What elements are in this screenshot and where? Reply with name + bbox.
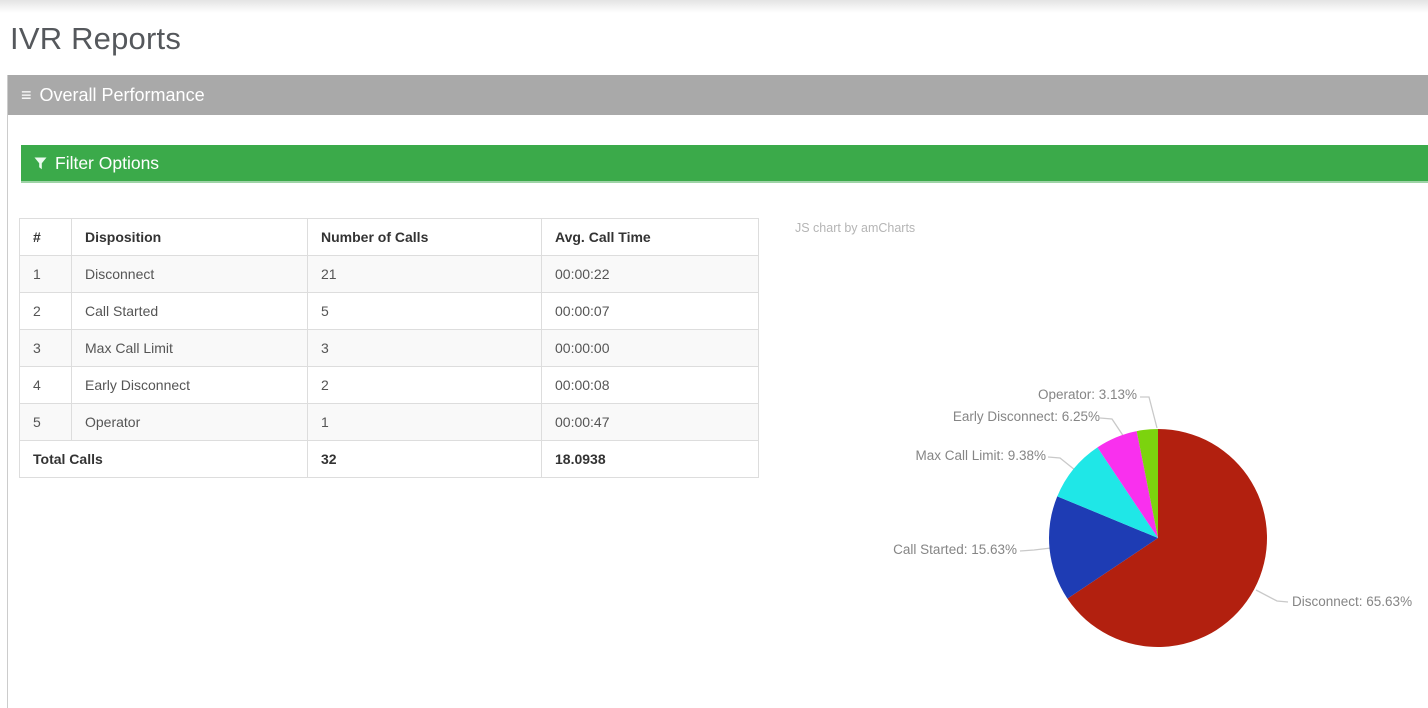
overall-performance-header[interactable]: ≡ Overall Performance [8, 75, 1428, 115]
table-header-row: # Disposition Number of Calls Avg. Call … [19, 218, 759, 256]
cell-avg-time: 00:00:07 [541, 292, 759, 330]
cell-avg-time: 00:00:47 [541, 403, 759, 441]
label-tick [1099, 417, 1127, 441]
table-row: 3 Max Call Limit 3 00:00:00 [19, 329, 759, 367]
pie-label-disconnect: Disconnect: 65.63% [1292, 594, 1413, 609]
pie-chart[interactable] [770, 215, 1428, 705]
cell-calls: 1 [307, 403, 542, 441]
label-tick [1255, 589, 1289, 603]
pie-slice-max-call-limit[interactable] [1057, 447, 1158, 538]
cell-num: 2 [19, 292, 72, 330]
cell-calls: 21 [307, 255, 542, 293]
filter-icon [34, 157, 47, 169]
overall-performance-panel: ≡ Overall Performance Filter Options # D… [7, 75, 1428, 708]
cell-avg-time: 00:00:22 [541, 255, 759, 293]
dispositions-table-wrap: # Disposition Number of Calls Avg. Call … [19, 218, 759, 478]
col-header-disposition: Disposition [71, 218, 308, 256]
pie-slice-disconnect[interactable] [1067, 429, 1268, 647]
col-header-avg-time: Avg. Call Time [541, 218, 759, 256]
cell-disposition: Operator [71, 403, 308, 441]
cell-disposition: Call Started [71, 292, 308, 330]
pie-label-operator: Operator: 3.13% [1037, 387, 1137, 402]
cell-disposition: Max Call Limit [71, 329, 308, 367]
pie-label-call-started: Call Started: 15.63% [893, 542, 1017, 557]
col-header-calls: Number of Calls [307, 218, 542, 256]
total-label: Total Calls [19, 440, 308, 478]
table-row: 5 Operator 1 00:00:47 [19, 403, 759, 441]
top-shadow [0, 0, 1428, 13]
table-total-row: Total Calls 32 18.0938 [19, 440, 759, 478]
page-title: IVR Reports [10, 21, 182, 56]
cell-calls: 3 [307, 329, 542, 367]
table-row: 4 Early Disconnect 2 00:00:08 [19, 366, 759, 404]
table-row: 2 Call Started 5 00:00:07 [19, 292, 759, 330]
pie-chart-container: JS chart by amCharts Operator: 3.13% Ear… [770, 215, 1428, 705]
cell-num: 5 [19, 403, 72, 441]
dispositions-table: # Disposition Number of Calls Avg. Call … [19, 218, 759, 478]
filter-options-bar[interactable]: Filter Options [21, 145, 1428, 183]
cell-num: 3 [19, 329, 72, 367]
pie-slice-operator[interactable] [1136, 429, 1158, 538]
total-calls: 32 [307, 440, 542, 478]
cell-calls: 2 [307, 366, 542, 404]
cell-calls: 5 [307, 292, 542, 330]
panel-heading-title: Overall Performance [39, 84, 205, 105]
label-tick [1140, 396, 1158, 429]
pie-label-early-disconnect: Early Disconnect: 6.25% [952, 409, 1100, 424]
label-tick [1047, 456, 1076, 471]
pie-slice-call-started[interactable] [1049, 496, 1158, 599]
pie-label-max-call-limit: Max Call Limit: 9.38% [915, 448, 1046, 463]
label-tick [1019, 547, 1052, 552]
amcharts-credit[interactable]: JS chart by amCharts [795, 221, 916, 235]
cell-avg-time: 00:00:08 [541, 366, 759, 404]
hamburger-icon: ≡ [21, 85, 32, 105]
pie-slice-early-disconnect[interactable] [1097, 431, 1158, 538]
cell-disposition: Early Disconnect [71, 366, 308, 404]
filter-options-label: Filter Options [55, 152, 160, 173]
total-avg-time: 18.0938 [541, 440, 759, 478]
cell-num: 1 [19, 255, 72, 293]
table-row: 1 Disconnect 21 00:00:22 [19, 255, 759, 293]
cell-avg-time: 00:00:00 [541, 329, 759, 367]
cell-disposition: Disconnect [71, 255, 308, 293]
col-header-num: # [19, 218, 72, 256]
cell-num: 4 [19, 366, 72, 404]
